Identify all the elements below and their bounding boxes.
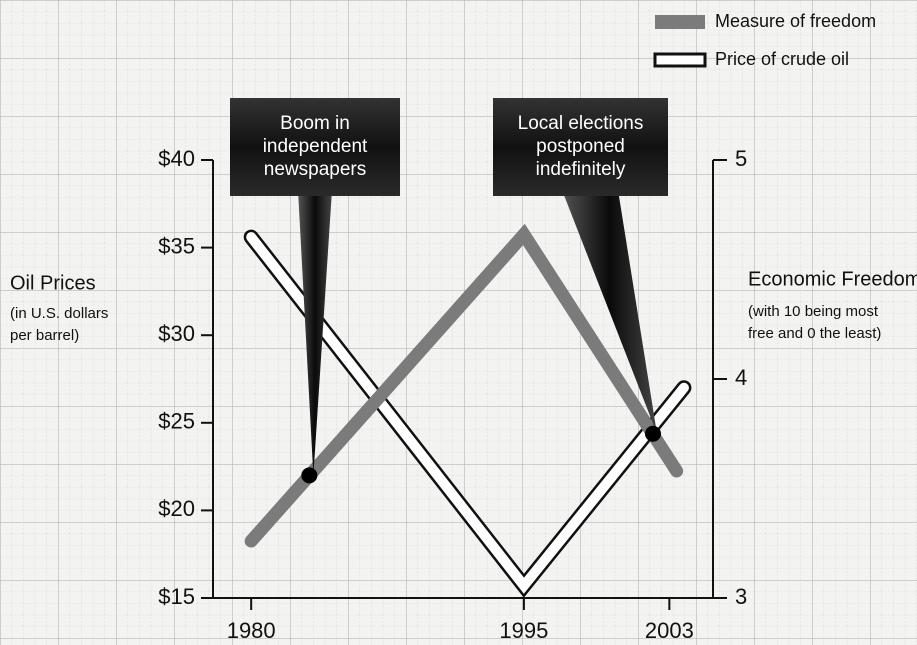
annotation-point (645, 425, 661, 442)
x-tick-label: 1995 (499, 618, 548, 643)
y-tick-label: $15 (158, 584, 195, 609)
legend-label: Measure of freedom (715, 11, 876, 31)
x-tick-label: 2003 (645, 618, 694, 643)
y2-axis-note: (with 10 being most (748, 303, 879, 320)
y2-axis-note: free and 0 the least) (748, 325, 881, 342)
y-tick-label: $20 (158, 496, 195, 521)
y-tick-label: $35 (158, 233, 195, 258)
callout-tail (298, 190, 332, 476)
annotation-point (301, 467, 318, 484)
y-tick-label: $40 (158, 146, 195, 171)
legend-swatch (655, 15, 705, 29)
x-tick-label: 1980 (227, 618, 276, 643)
legend-swatch (653, 52, 707, 68)
y-axis-note: per barrel) (10, 327, 79, 344)
callout-text: independent (263, 136, 368, 157)
line (244, 223, 684, 548)
y-axis-label: Oil Prices (10, 272, 96, 294)
y2-tick-label: 4 (735, 365, 747, 390)
legend-label: Price of crude oil (715, 49, 849, 69)
callout-text: postponed (536, 136, 625, 157)
callout-box (230, 98, 400, 196)
callout-text: Boom in (280, 113, 350, 134)
y-tick-label: $25 (158, 409, 195, 434)
callout-text: Local elections (518, 113, 644, 134)
callout-box (493, 98, 668, 196)
y-tick-label: $30 (158, 321, 195, 346)
y2-axis-label: Economic Freedom (748, 268, 917, 290)
line (246, 232, 689, 594)
y-axis-note: (in U.S. dollars (10, 305, 108, 322)
callout-tail (562, 190, 657, 434)
y2-tick-label: 3 (735, 584, 747, 609)
callout-text: indefinitely (536, 159, 626, 180)
y2-tick-label: 5 (735, 146, 747, 171)
callout-text: newspapers (264, 159, 366, 180)
